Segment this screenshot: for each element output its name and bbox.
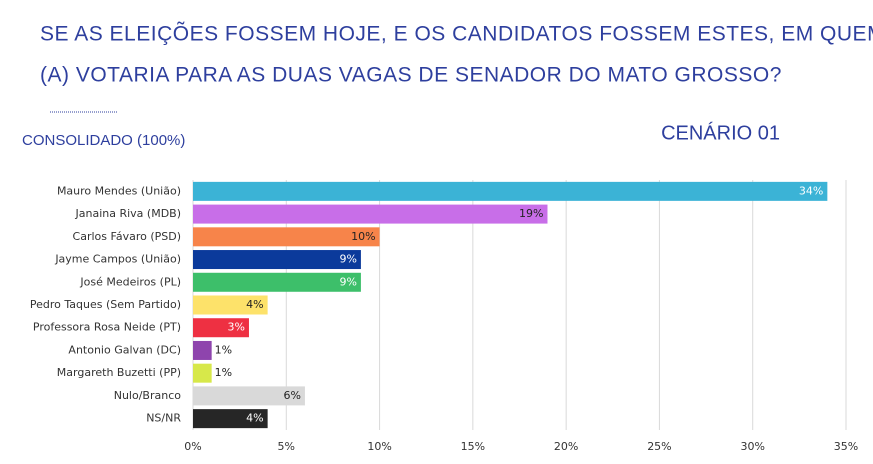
category-label: Pedro Taques (Sem Partido) <box>30 298 181 311</box>
value-label: 19% <box>519 207 543 220</box>
x-tick-label: 5% <box>278 440 295 453</box>
bar <box>193 227 380 247</box>
category-label: Professora Rosa Neide (PT) <box>33 321 181 334</box>
subtitle: CONSOLIDADO (100%) <box>22 132 185 149</box>
x-tick-label: 25% <box>647 440 671 453</box>
bar <box>193 340 212 360</box>
category-label: NS/NR <box>146 412 181 425</box>
value-label: 34% <box>799 184 823 197</box>
value-label: 4% <box>246 412 263 425</box>
value-label: 1% <box>215 366 232 379</box>
x-tick-label: 15% <box>461 440 485 453</box>
bar <box>193 363 212 383</box>
bar <box>193 250 361 270</box>
x-tick-label: 30% <box>740 440 764 453</box>
bar <box>193 318 249 338</box>
value-label: 9% <box>339 275 356 288</box>
scenario: CENÁRIO 01 <box>661 121 780 144</box>
category-label: Jayme Campos (União) <box>54 253 181 266</box>
category-label: Margareth Buzetti (PP) <box>57 366 181 379</box>
x-tick-label: 10% <box>367 440 391 453</box>
category-label: Carlos Fávaro (PSD) <box>73 230 181 243</box>
category-label: Mauro Mendes (União) <box>57 184 181 197</box>
category-label: José Medeiros (PL) <box>79 275 181 288</box>
x-tick-label: 35% <box>834 440 858 453</box>
x-tick-label: 0% <box>184 440 201 453</box>
bar <box>193 272 361 292</box>
value-label: 10% <box>351 230 375 243</box>
bar <box>193 181 828 201</box>
title-line: (A) VOTARIA PARA AS DUAS VAGAS DE SENADO… <box>40 64 782 87</box>
value-label: 3% <box>228 321 245 334</box>
value-label: 6% <box>283 389 300 402</box>
value-label: 9% <box>339 253 356 266</box>
value-label: 1% <box>215 343 232 356</box>
bar <box>193 295 268 315</box>
bar <box>193 386 305 406</box>
x-tick-label: 20% <box>554 440 578 453</box>
category-label: Antonio Galvan (DC) <box>68 343 181 356</box>
category-label: Nulo/Branco <box>114 389 182 402</box>
title-line: SE AS ELEIÇÕES FOSSEM HOJE, E OS CANDIDA… <box>40 22 873 46</box>
bar <box>193 204 548 224</box>
value-label: 4% <box>246 298 263 311</box>
bar <box>193 409 268 429</box>
category-label: Janaina Riva (MDB) <box>75 207 182 220</box>
